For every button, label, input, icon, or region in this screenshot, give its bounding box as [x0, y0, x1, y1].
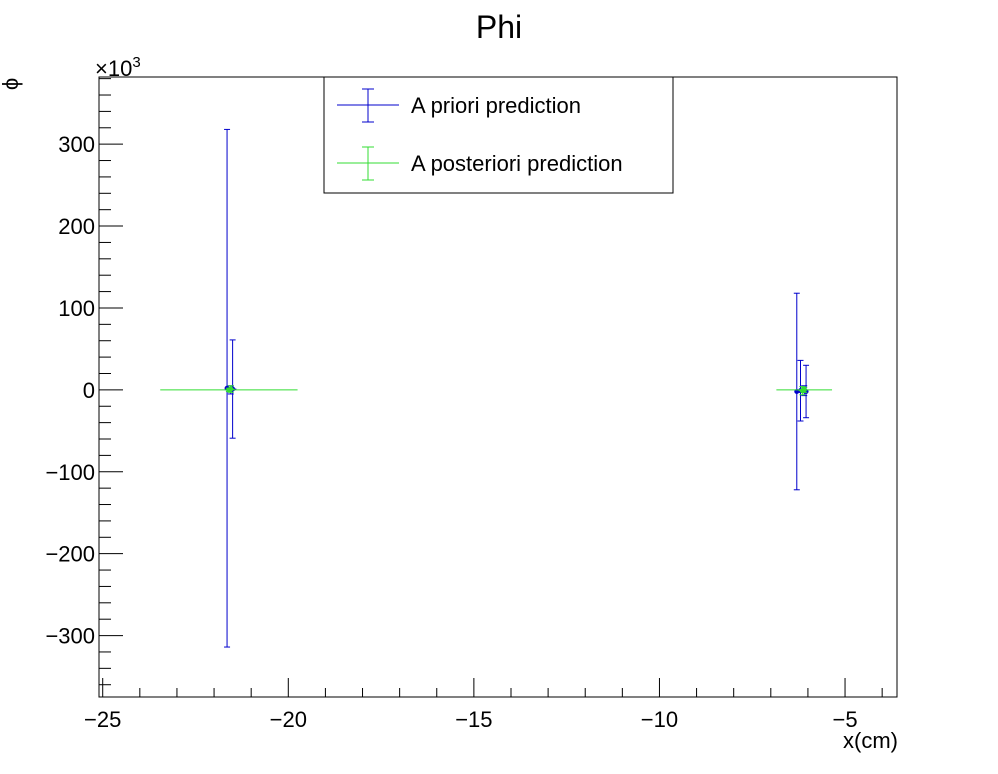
- x-axis: −25 −20 −15 −10 −5: [84, 678, 883, 732]
- x-tick-label: −20: [270, 707, 307, 732]
- y-axis-label: ϕ: [0, 78, 23, 90]
- series-0: [224, 128, 810, 648]
- x-tick-label: −15: [455, 707, 492, 732]
- legend-label-a-posteriori: A posteriori prediction: [411, 151, 623, 176]
- y-tick-label: 100: [58, 296, 95, 321]
- x-tick-label: −25: [84, 707, 121, 732]
- x-tick-label: −5: [832, 707, 857, 732]
- y-tick-label: 0: [83, 378, 95, 403]
- x-tick-label: −10: [641, 707, 678, 732]
- series-1: [160, 385, 833, 396]
- y-axis: −300 −200 −100 0 100 200 300: [45, 78, 123, 686]
- legend: A priori prediction A posteriori predict…: [323, 76, 674, 194]
- legend-marker-a-posteriori: [337, 146, 399, 181]
- legend-marker-a-priori: [337, 88, 399, 123]
- y-tick-label: 200: [58, 214, 95, 239]
- data-layer: [160, 128, 833, 648]
- y-tick-label: 300: [58, 132, 95, 157]
- x-axis-label: x(cm): [843, 728, 898, 753]
- data-point: [228, 386, 234, 392]
- y-tick-label: −300: [45, 624, 95, 649]
- chart-title: Phi: [476, 9, 522, 45]
- y-tick-label: −200: [45, 542, 95, 567]
- legend-box: [323, 76, 674, 194]
- y-tick-label: −100: [45, 460, 95, 485]
- data-point: [799, 388, 805, 394]
- legend-label-a-priori: A priori prediction: [411, 93, 581, 118]
